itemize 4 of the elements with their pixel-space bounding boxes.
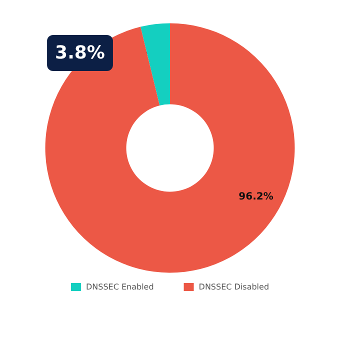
- data-label: 96.2%: [238, 192, 274, 202]
- legend-label: DNSSEC Disabled: [198, 282, 270, 292]
- legend-label: DNSSEC Enabled: [86, 282, 154, 292]
- data-label: 3.8%: [55, 42, 105, 64]
